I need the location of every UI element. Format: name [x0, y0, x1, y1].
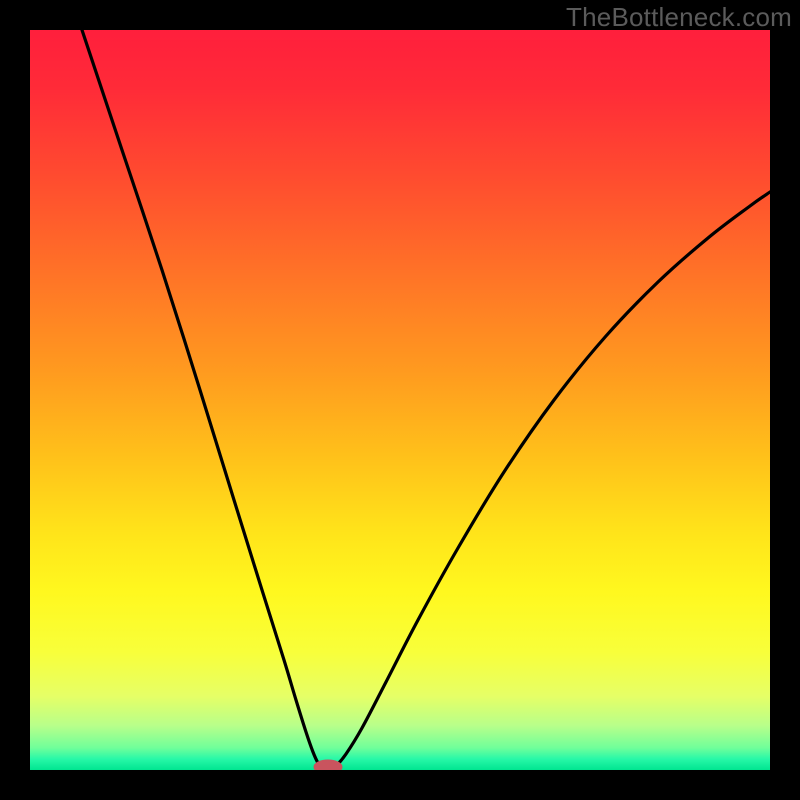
plot-area — [30, 30, 770, 770]
watermark-label: TheBottleneck.com — [566, 2, 792, 33]
gradient-background — [30, 30, 770, 770]
chart-canvas: TheBottleneck.com — [0, 0, 800, 800]
